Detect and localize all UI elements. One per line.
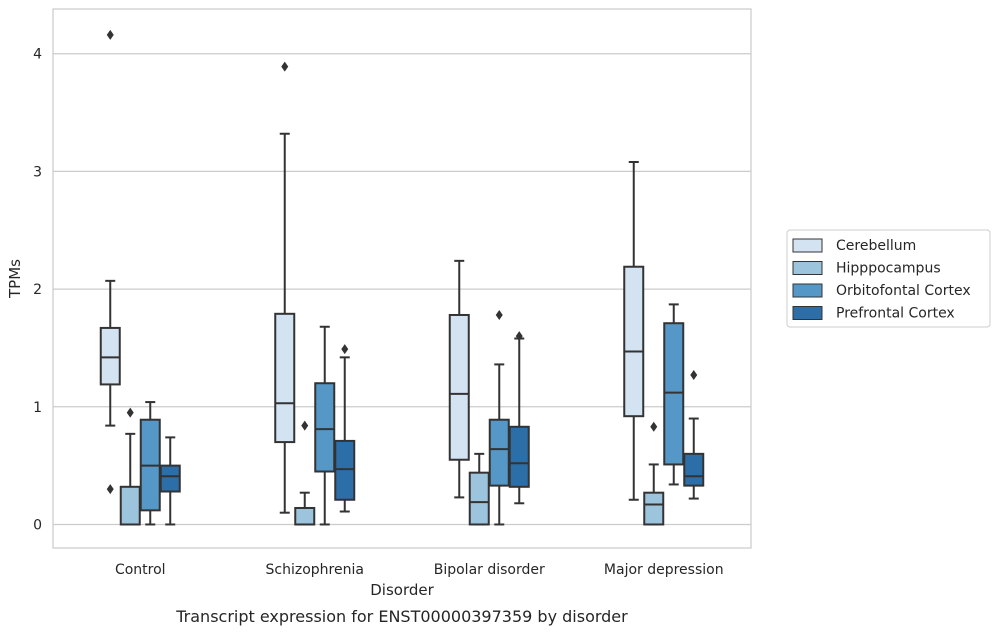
box-prefrontal-cortex-2	[508, 331, 530, 505]
legend-label: Cerebellum	[836, 238, 916, 254]
legend-swatch	[792, 306, 823, 320]
plot-frame	[52, 8, 752, 549]
box-iqr	[508, 425, 530, 488]
legend-swatch	[792, 261, 823, 275]
x-axis-label: Disorder	[370, 581, 434, 599]
outlier-point	[515, 331, 523, 342]
box-iqr	[314, 382, 336, 473]
outlier-point	[301, 420, 309, 431]
outlier-point	[106, 29, 114, 40]
box-cerebellum-2	[448, 259, 470, 499]
box-iqr	[119, 485, 141, 526]
box-iqr	[663, 322, 685, 466]
box-prefrontal-cortex-1	[334, 344, 356, 513]
legend-swatch	[792, 238, 823, 253]
box-hipppocampus-0	[119, 407, 141, 526]
box-iqr	[623, 265, 645, 418]
y-tick-label: 2	[33, 282, 42, 298]
y-axis-label: TPMs	[6, 259, 24, 299]
box-hipppocampus-3	[643, 421, 665, 526]
outlier-point	[281, 61, 289, 72]
box-iqr	[468, 471, 490, 526]
chart-caption: Transcript expression for ENST0000039735…	[175, 607, 628, 626]
outlier-point	[650, 421, 658, 432]
box-iqr	[159, 464, 181, 493]
outlier-point	[126, 407, 134, 418]
box-iqr	[448, 313, 470, 461]
box-iqr	[488, 418, 510, 487]
box-cerebellum-1	[274, 61, 296, 514]
y-tick-label: 1	[33, 400, 42, 416]
x-tick-label: Major depression	[604, 562, 724, 578]
legend-label: Prefrontal Cortex	[836, 306, 955, 322]
box-orbitofontal-cortex-0	[139, 401, 161, 526]
box-prefrontal-cortex-0	[159, 436, 181, 526]
box-hipppocampus-1	[294, 420, 316, 526]
outlier-point	[495, 309, 503, 320]
outlier-point	[341, 344, 349, 355]
y-tick-label: 4	[33, 47, 42, 63]
box-hipppocampus-2	[468, 452, 490, 526]
x-tick-label: Control	[115, 562, 166, 578]
box-iqr	[99, 326, 121, 386]
legend-label: Hipppocampus	[836, 261, 941, 277]
x-tick-label: Bipolar disorder	[434, 562, 545, 578]
outlier-point	[690, 370, 698, 381]
box-orbitofontal-cortex-1	[314, 325, 336, 526]
legend-label: Orbitofontal Cortex	[836, 283, 971, 299]
box-cerebellum-0	[99, 29, 121, 495]
legend-frame	[786, 229, 991, 328]
box-iqr	[294, 506, 316, 526]
y-tick-label: 0	[33, 517, 42, 533]
y-tick-label: 3	[33, 164, 42, 180]
box-iqr	[274, 312, 296, 444]
box-orbitofontal-cortex-3	[663, 303, 685, 486]
y-axis-ticks: 0 1 2 3 4	[33, 47, 42, 534]
box-orbitofontal-cortex-2	[488, 309, 510, 526]
box-prefrontal-cortex-3	[683, 370, 705, 500]
box-iqr	[683, 452, 705, 487]
legend-swatch	[792, 283, 823, 298]
boxes	[99, 29, 705, 526]
legend: Cerebellum Hipppocampus Orbitofontal Corte…	[786, 229, 991, 328]
x-axis-ticks: Control Schizophrenia Bipolar disorder Majo…	[115, 562, 724, 578]
outlier-point	[106, 484, 114, 495]
box-iqr	[643, 491, 665, 526]
box-iqr	[334, 439, 356, 501]
box-cerebellum-3	[623, 160, 645, 501]
x-tick-label: Schizophrenia	[266, 562, 364, 578]
